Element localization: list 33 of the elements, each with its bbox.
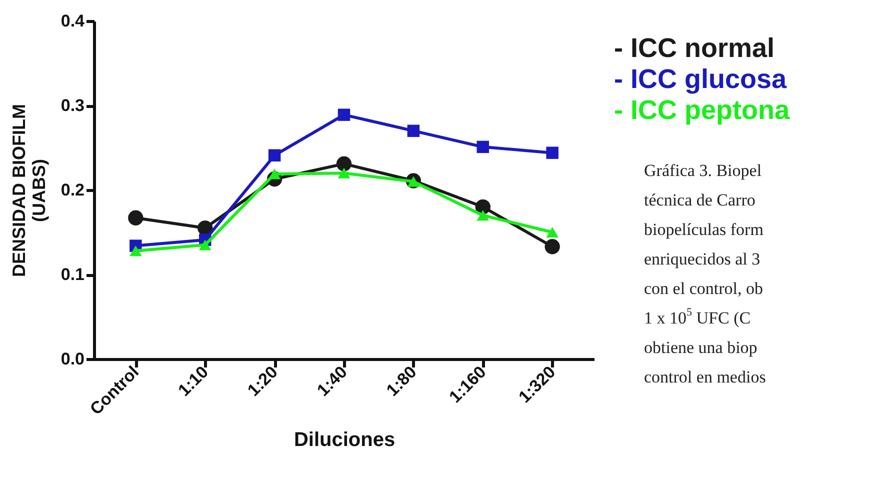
text: - ICC normal	[614, 33, 775, 63]
point	[336, 156, 352, 172]
point	[546, 226, 558, 238]
text: control en medios	[644, 368, 766, 386]
point	[407, 176, 420, 187]
point	[475, 199, 490, 214]
point	[544, 239, 560, 254]
point	[476, 210, 490, 221]
point	[546, 146, 558, 159]
text: técnica de Carro	[644, 190, 756, 210]
text: - ICC peptona	[614, 95, 790, 125]
point	[338, 168, 350, 178]
y-tick-label: 0.0	[60, 350, 84, 368]
point	[128, 210, 144, 226]
point	[268, 168, 281, 180]
point	[476, 140, 490, 154]
y-tick-label: 0.4	[60, 12, 86, 30]
text: - ICC glucosa	[614, 64, 788, 94]
point	[130, 246, 142, 256]
point	[338, 108, 350, 121]
text: enriquecidos al 3	[644, 250, 760, 268]
point	[407, 124, 420, 137]
y-tick-label: 0.1	[60, 265, 84, 284]
y-tick-label: 0.2	[60, 180, 84, 200]
x-axis-title: Diluciones	[294, 428, 396, 451]
text: obtiene una biop	[644, 338, 758, 357]
point	[198, 240, 212, 250]
y-tick-label: 0.3	[60, 96, 84, 115]
point	[268, 149, 281, 162]
text: con el control, ob	[644, 279, 763, 298]
text: biopelículas form	[644, 220, 764, 239]
y-axis-title: DENSIDAD BIOFILM (UABS)	[8, 104, 49, 277]
text: Gráfica 3. Biopel	[644, 161, 762, 180]
